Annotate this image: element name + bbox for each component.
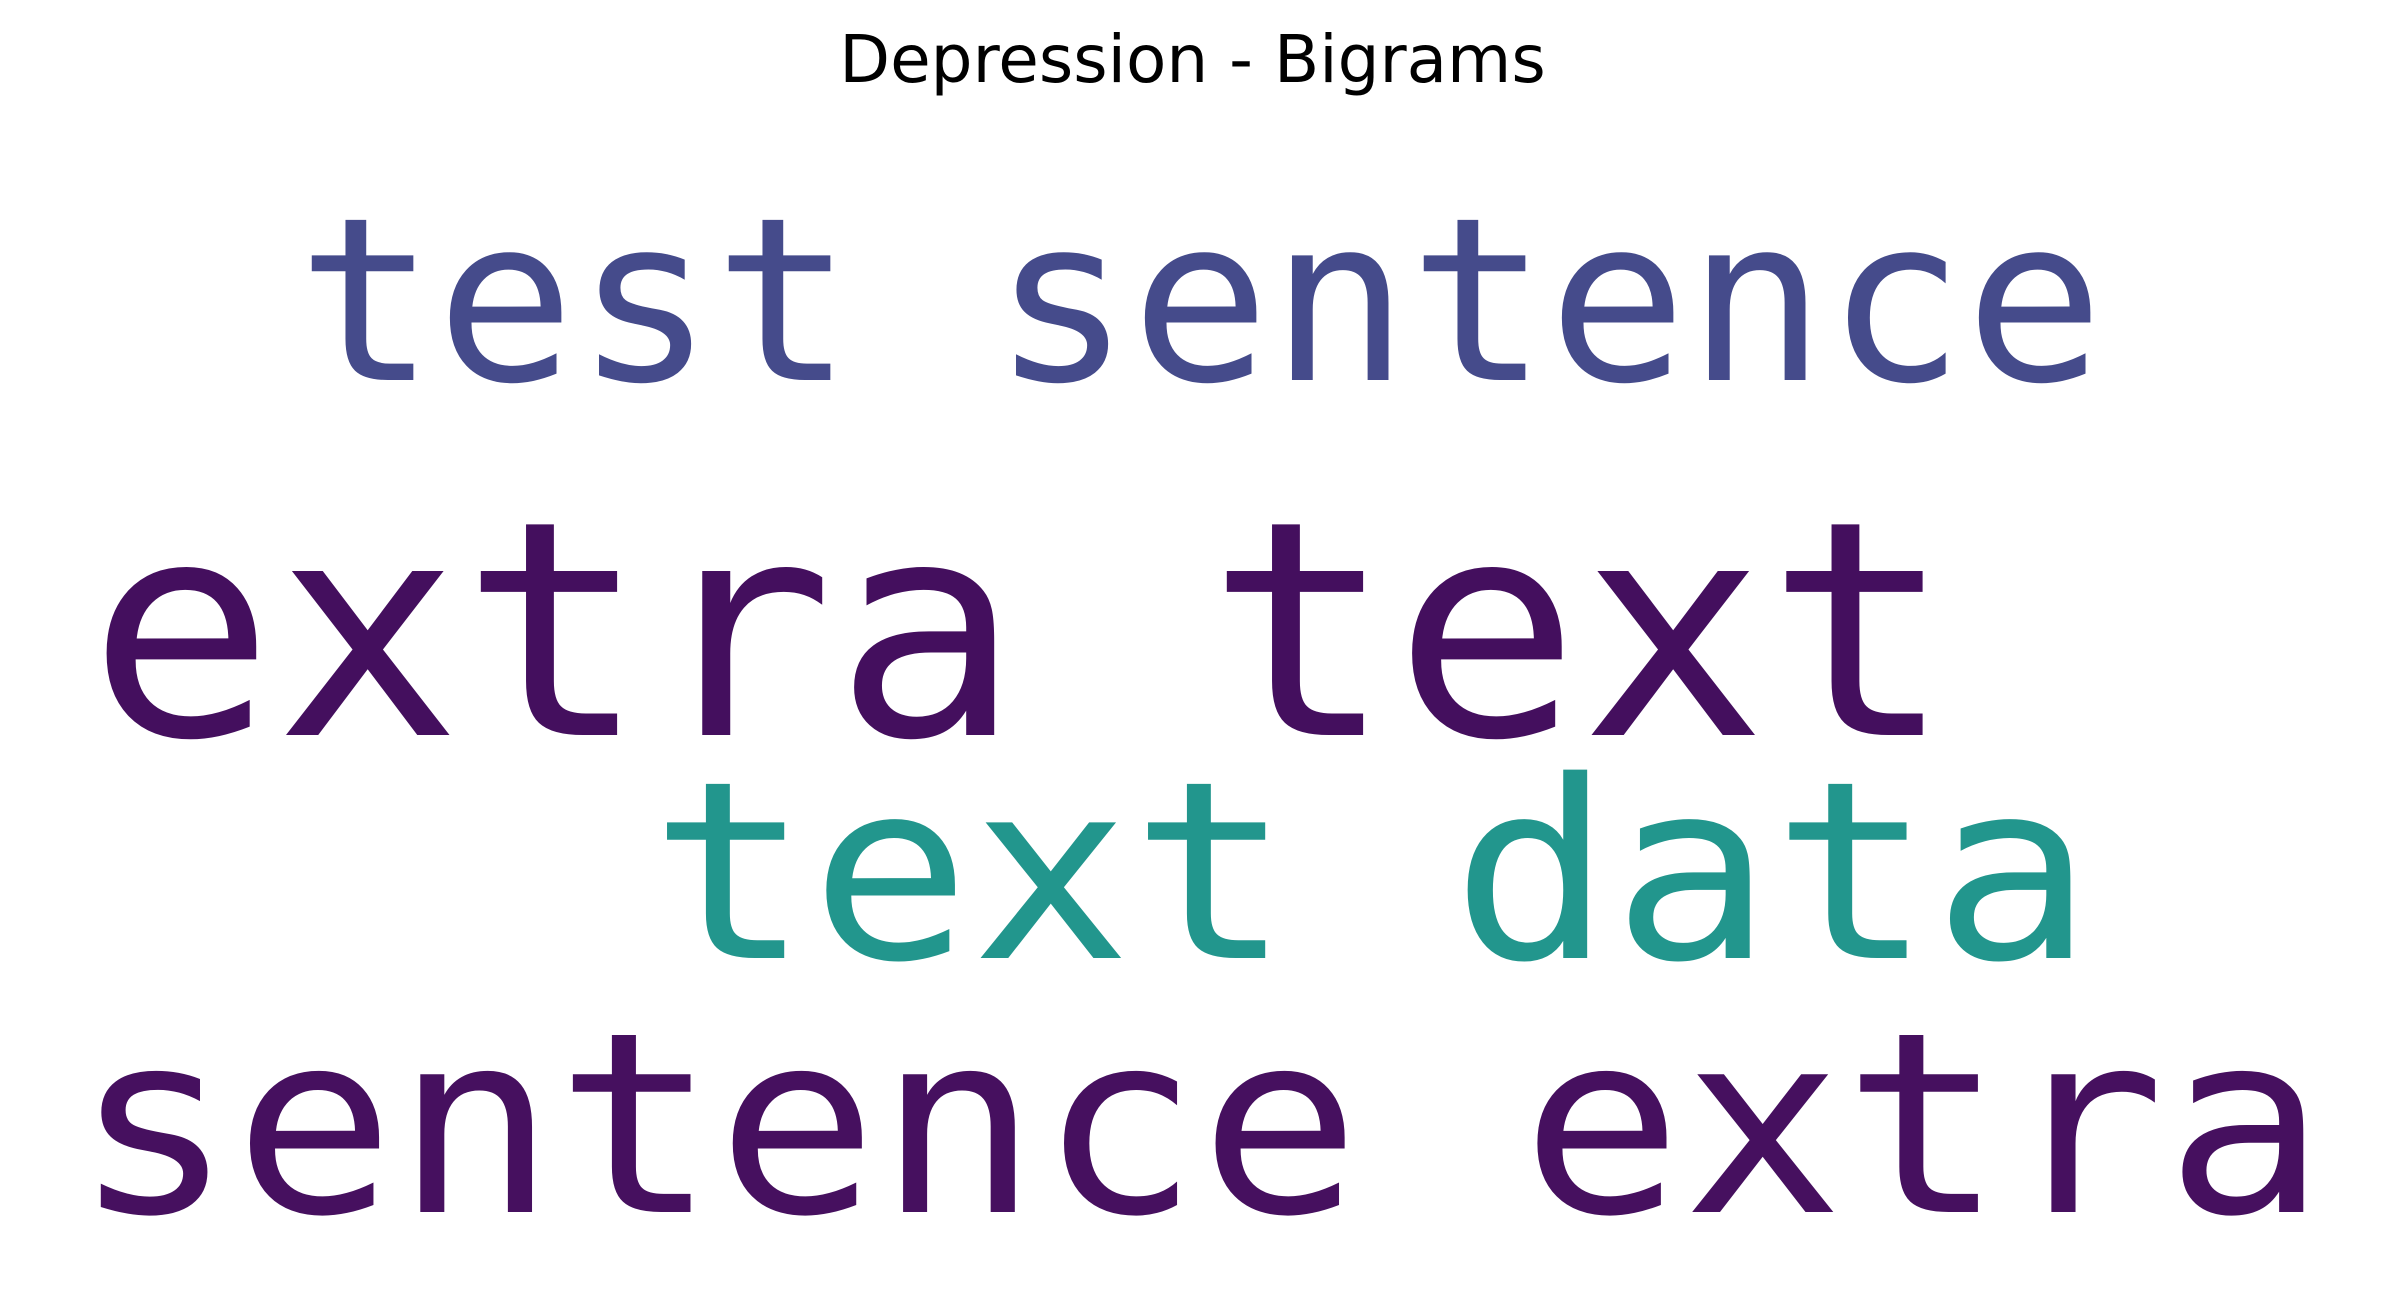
- cloud-word-4: text data: [650, 729, 2093, 1017]
- chart-title: Depression - Bigrams: [839, 21, 1546, 98]
- cloud-word-3: test sentence: [297, 168, 2104, 434]
- cloud-word-1: extra text: [88, 457, 1953, 806]
- cloud-word-2: sentence extra: [73, 979, 2326, 1272]
